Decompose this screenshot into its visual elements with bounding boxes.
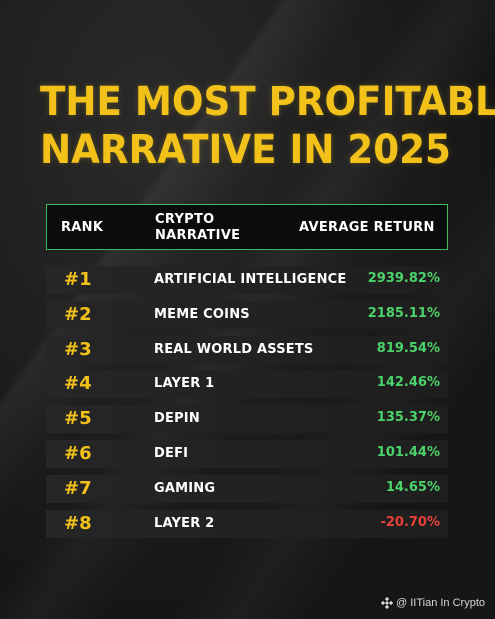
row-rank: #6 <box>64 443 92 464</box>
table-row: #7 GAMING 14.65% <box>46 475 448 503</box>
table-row: #1 ARTIFICIAL INTELLIGENCE 2939.82% <box>46 266 448 294</box>
row-narrative: LAYER 1 <box>154 376 215 391</box>
row-average-return: 14.65% <box>385 480 440 495</box>
row-rank: #1 <box>64 269 92 290</box>
row-average-return: 142.46% <box>376 375 440 390</box>
row-narrative: LAYER 2 <box>154 516 215 531</box>
row-narrative: ARTIFICIAL INTELLIGENCE <box>154 272 347 287</box>
row-average-return: 2185.11% <box>367 306 440 321</box>
table-header: RANK CRYPTO NARRATIVE AVERAGE RETURN <box>46 204 448 250</box>
credit-text: @ IITian In Crypto <box>395 597 485 609</box>
row-average-return: 2939.82% <box>367 271 440 286</box>
table-row: #3 REAL WORLD ASSETS 819.54% <box>46 336 448 364</box>
title-line-1: THE MOST PROFITABLE <box>40 79 495 125</box>
table-row: #8 LAYER 2 -20.70% <box>46 510 448 538</box>
column-header-narrative-line-1: CRYPTO <box>155 212 215 227</box>
table-row: #2 MEME COINS 2185.11% <box>46 301 448 329</box>
row-narrative: DEPIN <box>154 411 200 426</box>
row-rank: #7 <box>64 478 92 499</box>
title-line-2: NARRATIVE IN 2025 <box>40 127 451 173</box>
table-row: #6 DEFI 101.44% <box>46 440 448 468</box>
row-rank: #3 <box>64 339 92 360</box>
credit: @ IITian In Crypto <box>380 597 485 609</box>
table-row: #4 LAYER 1 142.46% <box>46 370 448 398</box>
page-title: THE MOST PROFITABLE NARRATIVE IN 2025 <box>40 78 495 174</box>
column-header-narrative-line-2: NARRATIVE <box>155 228 241 243</box>
row-average-return: 819.54% <box>376 341 440 356</box>
row-narrative: DEFI <box>154 446 189 461</box>
column-header-narrative: CRYPTO NARRATIVE <box>155 212 275 244</box>
table-row: #5 DEPIN 135.37% <box>46 405 448 433</box>
row-rank: #2 <box>64 304 92 325</box>
row-average-return: 135.37% <box>376 410 440 425</box>
row-average-return: 101.44% <box>376 445 440 460</box>
binance-logo-icon <box>380 597 393 609</box>
row-narrative: MEME COINS <box>154 307 250 322</box>
row-narrative: GAMING <box>154 481 216 496</box>
column-header-rank: RANK <box>61 220 104 235</box>
row-rank: #8 <box>64 513 92 534</box>
row-narrative: REAL WORLD ASSETS <box>154 342 314 357</box>
row-average-return: -20.70% <box>380 515 440 530</box>
column-header-average-return: AVERAGE RETURN <box>299 220 435 235</box>
row-rank: #5 <box>64 408 92 429</box>
row-rank: #4 <box>64 373 92 394</box>
